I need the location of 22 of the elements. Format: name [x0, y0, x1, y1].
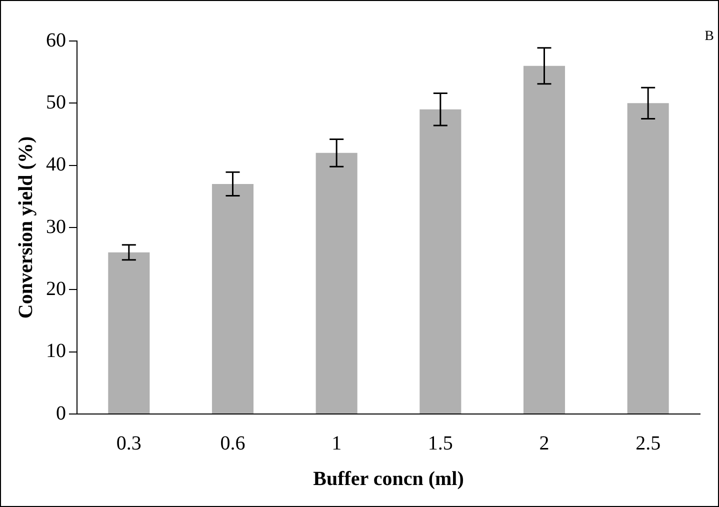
x-tick-label: 0.3	[116, 432, 142, 454]
bar	[523, 66, 566, 414]
x-tick-label: 2.5	[636, 432, 661, 454]
bar	[420, 109, 462, 414]
bar	[212, 184, 254, 414]
y-tick-label: 30	[46, 216, 66, 238]
x-tick-label: 2	[539, 432, 550, 454]
x-tick-label: 0.6	[220, 432, 246, 454]
bar	[627, 103, 669, 414]
y-tick-label: 40	[46, 154, 66, 176]
text: B	[704, 29, 714, 45]
bar	[108, 252, 150, 414]
x-axis-title: Buffer concn (ml)	[313, 468, 464, 490]
y-tick-label: 60	[46, 29, 66, 52]
y-tick-label: 0	[56, 402, 66, 424]
y-tick-label: 10	[46, 340, 66, 362]
x-tick-label: 1	[332, 432, 342, 454]
x-tick-label: 1.5	[428, 432, 453, 454]
y-axis-title: Conversion yield (%)	[15, 136, 38, 319]
y-tick-label: 50	[46, 91, 66, 114]
y-tick-label: 20	[46, 278, 66, 300]
bar	[316, 152, 358, 414]
